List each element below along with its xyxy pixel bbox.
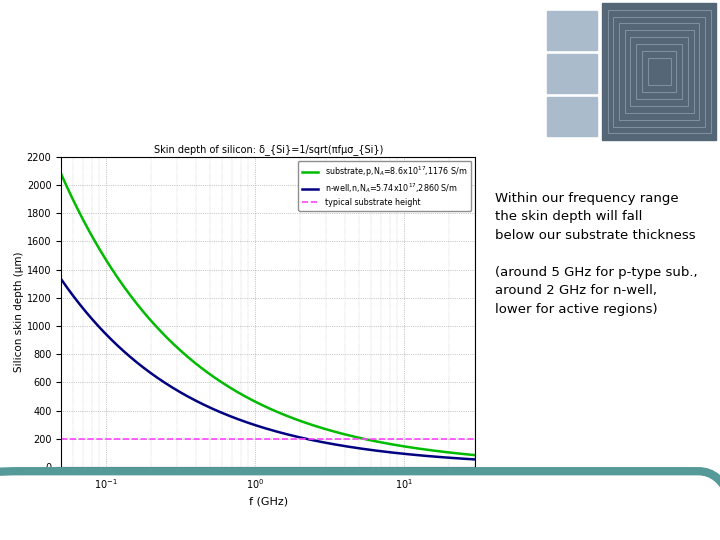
Bar: [547, 55, 596, 93]
Text: Skin depth of semiconductor: Skin depth of semiconductor: [14, 40, 487, 69]
Text: Within our frequency range
the skin depth will fall
below our substrate thicknes: Within our frequency range the skin dept…: [495, 192, 698, 316]
Bar: [613, 17, 705, 126]
Bar: [547, 11, 596, 50]
Legend: substrate,p,N$_A$=8.6x10$^{17}$,1176 S/m, n-well,n,N$_A$=5.74x10$^{17}$,2860 S/m: substrate,p,N$_A$=8.6x10$^{17}$,1176 S/m…: [298, 160, 471, 211]
Y-axis label: Silicon skin depth (μm): Silicon skin depth (μm): [14, 252, 24, 372]
Bar: [631, 37, 688, 106]
Text: substrate: substrate: [14, 103, 171, 131]
Bar: [547, 97, 596, 136]
Bar: [602, 3, 716, 140]
X-axis label: f (GHz): f (GHz): [248, 496, 288, 506]
Title: Skin depth of silicon: δ_{Si}=1/sqrt(πfμσ_{Si}): Skin depth of silicon: δ_{Si}=1/sqrt(πfμ…: [153, 144, 383, 156]
Bar: [608, 10, 711, 133]
Bar: [648, 58, 670, 85]
Bar: [619, 23, 699, 120]
Bar: [625, 30, 693, 113]
Bar: [642, 51, 676, 92]
Bar: [636, 44, 682, 99]
